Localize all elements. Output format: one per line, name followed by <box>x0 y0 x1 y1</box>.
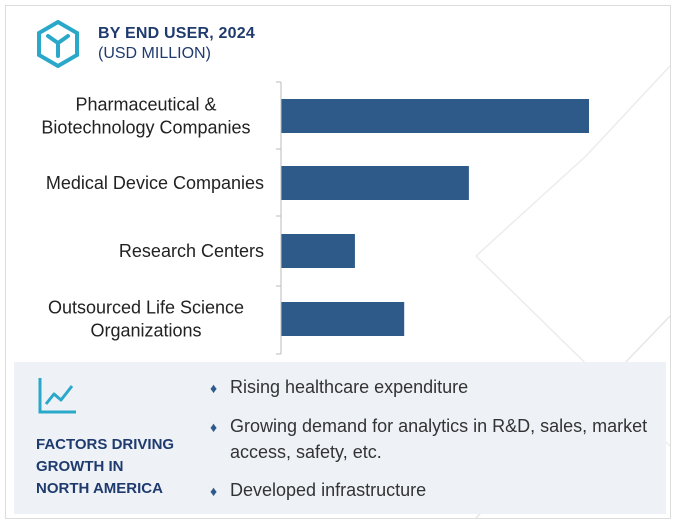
category-label: Pharmaceutical & Biotechnology Companies <box>41 95 250 138</box>
category-label: Research Centers <box>119 241 264 261</box>
category-label-line: Biotechnology Companies <box>41 118 250 138</box>
brand-hexagon-icon <box>37 20 79 68</box>
bar-chart: Pharmaceutical & Biotechnology Companies M… <box>41 81 589 355</box>
bar <box>281 234 355 268</box>
category-label-line: Outsourced Life Science <box>48 298 244 318</box>
factors-list: ♦ Rising healthcare expenditure ♦ Growin… <box>210 374 660 516</box>
factor-text: Developed infrastructure <box>230 480 427 500</box>
chart-title: BY END USER, 2024 <box>98 25 255 42</box>
factors-title-line: FACTORS DRIVING <box>36 436 175 453</box>
factors-panel: FACTORS DRIVING GROWTH IN NORTH AMERICA … <box>14 362 666 514</box>
category-label-line: Organizations <box>90 321 201 341</box>
bar <box>281 302 405 336</box>
trend-up-chart-icon <box>38 378 76 414</box>
chart-subtitle: (USD MILLION) <box>98 45 211 62</box>
category-label-line: Pharmaceutical & <box>75 95 216 115</box>
factor-item: ♦ Developed infrastructure <box>210 477 660 504</box>
category-label-line: Medical Device Companies <box>46 173 264 193</box>
diamond-bullet-icon: ♦ <box>210 380 218 396</box>
factor-text: Growing demand for analytics in R&D, sal… <box>230 416 648 462</box>
factor-item: ♦ Growing demand for analytics in R&D, s… <box>210 413 660 465</box>
bar <box>281 99 589 133</box>
factor-item: ♦ Rising healthcare expenditure <box>210 374 660 401</box>
factors-title: FACTORS DRIVING GROWTH IN NORTH AMERICA <box>36 434 186 500</box>
infographic-card: BY END USER, 2024 (USD MILLION) Pharmace… <box>5 5 671 519</box>
diamond-bullet-icon: ♦ <box>210 419 218 435</box>
category-label: Medical Device Companies <box>46 173 264 193</box>
category-label: Outsourced Life Science Organizations <box>48 298 244 341</box>
factors-title-line: GROWTH IN <box>36 458 124 475</box>
factors-title-line: NORTH AMERICA <box>36 480 163 497</box>
bar <box>281 166 469 200</box>
category-label-line: Research Centers <box>119 241 264 261</box>
factor-text: Rising healthcare expenditure <box>230 377 469 397</box>
diamond-bullet-icon: ♦ <box>210 483 218 499</box>
chart-header: BY END USER, 2024 (USD MILLION) <box>34 20 255 68</box>
